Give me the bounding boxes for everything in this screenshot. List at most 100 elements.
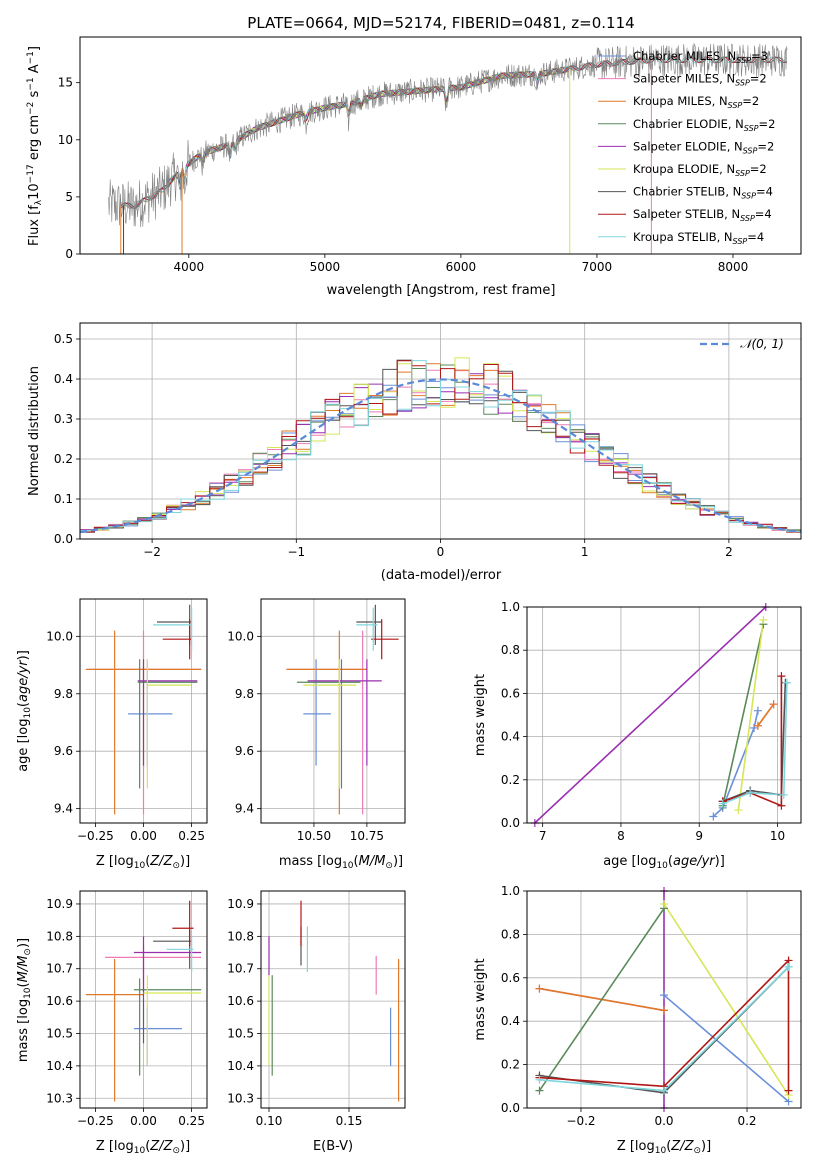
weight-vs-Z-xlabel: Z [log10(Z/Z⊙)] [617, 1139, 711, 1156]
weight-line-kroupa-elodie [737, 619, 765, 811]
x-tick-label: −0.2 [566, 1114, 595, 1128]
weight-marker [660, 900, 668, 909]
weight_vs_Z-axes: −0.2 0.0 0.2 0.0 0.2 0.4 0.6 0.8 1.0 [501, 884, 802, 1128]
weight-marker [535, 1086, 544, 1095]
legend-label: Kroupa STELIB, NSSP=4 [633, 230, 764, 246]
y-tick-label: 1.0 [501, 884, 520, 898]
x-tick-label: −2 [143, 545, 161, 559]
y-tick-label: 9.4 [54, 802, 73, 816]
x-tick-label: 10.75 [350, 829, 384, 843]
weight-marker [535, 1075, 544, 1084]
weight-line-salpeter-stelib [722, 676, 783, 807]
weight-marker [660, 991, 668, 1000]
x-tick-label: 7 [539, 829, 547, 843]
y-tick-label: 0.2 [501, 773, 520, 787]
x-tick-label: 9 [695, 829, 703, 843]
residuals-ylabel: Normed distribution [27, 366, 42, 496]
weight-marker [777, 672, 786, 681]
axes-frame [79, 322, 802, 540]
spectrum-model-salpeter-miles [120, 57, 652, 210]
spectrum-model-kroupa-elodie [168, 67, 569, 186]
spectrum-data [108, 42, 788, 228]
axes-frame [526, 890, 802, 1109]
weight-line-chabrier-miles [663, 994, 790, 1103]
x-tick-label: 0.10 [256, 1114, 283, 1128]
weight-marker [753, 721, 762, 730]
weight-marker [709, 812, 718, 821]
y-tick-label: 5 [65, 190, 73, 204]
y-tick-label: 9.8 [54, 687, 73, 701]
legend-label: Salpeter STELIB, NSSP=4 [633, 207, 772, 223]
age-vs-mass-xlabel: mass [log10(M/M⊙)] [279, 854, 403, 871]
figure-title: PLATE=0664, MJD=52174, FIBERID=0481, z=0… [247, 14, 634, 32]
spectrum-plot-area [108, 42, 788, 254]
legend-label: Chabrier ELODIE, NSSP=2 [633, 117, 775, 133]
age_vs_Z-axes: −0.25 0.00 0.25 9.4 9.6 9.8 10.0 [46, 598, 208, 843]
spectrum-model-kroupa-miles [120, 56, 652, 210]
x-tick-label: 4000 [174, 260, 205, 274]
mass-vs-Z-ylabel: mass [log10(M/M⊙)] [16, 938, 33, 1062]
x-tick-label: 0.2 [737, 1114, 756, 1128]
weight-line-kroupa-miles [757, 703, 775, 727]
weight-line-chabrier-stelib [722, 682, 787, 803]
x-tick-label: 0.25 [178, 1114, 205, 1128]
age-vs-Z-xlabel: Z [log10(Z/Z⊙)] [96, 854, 190, 871]
y-tick-label: 0.0 [54, 532, 73, 546]
x-tick-label: −0.25 [77, 1114, 114, 1128]
y-tick-label: 9.6 [235, 744, 254, 758]
x-tick-label: 8 [617, 829, 625, 843]
weight-marker [660, 1086, 668, 1095]
weight-marker [753, 706, 762, 715]
y-tick-label: 10.0 [227, 629, 254, 643]
weight-marker [535, 984, 544, 993]
y-tick-label: 0.2 [54, 452, 73, 466]
mass_vs_Z-axes: −0.25 0.00 0.25 10.3 10.4 10.5 10.6 10.7 10.8 10.… [46, 890, 208, 1128]
legend-label: Chabrier MILES, NSSP=3 [633, 49, 768, 65]
y-tick-label: 0.8 [501, 927, 520, 941]
y-tick-label: 0 [65, 247, 73, 261]
y-tick-label: 0.1 [54, 492, 73, 506]
weight-marker [734, 806, 743, 815]
age_vs_Z-plot-area [80, 599, 207, 823]
x-tick-label: 7000 [582, 260, 613, 274]
residuals-axes: −2 −1 0 1 2 0.0 0.1 0.2 0.3 0.4 0.5 [54, 322, 802, 559]
weight_vs_Z-plot-area [527, 891, 801, 1108]
spectrum-axes: 4000 5000 6000 7000 8000 0 5 10 15 [58, 36, 802, 274]
y-tick-label: 0.4 [501, 730, 520, 744]
weight-marker [769, 700, 778, 709]
x-tick-label: 10 [770, 829, 785, 843]
normal-curve [80, 378, 801, 534]
axes-frame [79, 598, 208, 824]
y-tick-label: 0.4 [501, 1014, 520, 1028]
weight-marker [746, 788, 755, 797]
weight-vs-age-xlabel: age [log10(age/yr)] [603, 854, 725, 871]
y-tick-label: 1.0 [501, 600, 520, 614]
axes-frame [526, 606, 802, 824]
weight-marker [784, 1086, 793, 1095]
weight-marker [660, 1006, 668, 1015]
y-tick-label: 9.4 [235, 802, 254, 816]
spectrum-legend: Chabrier MILES, NSSP=3 Salpeter MILES, NS… [598, 49, 775, 246]
axes-frame [260, 598, 406, 824]
y-tick-label: 15 [58, 76, 73, 90]
y-tick-label: 9.6 [54, 744, 73, 758]
weight-marker [779, 790, 788, 799]
y-tick-label: 10.3 [46, 1091, 73, 1105]
y-tick-label: 10.5 [46, 1027, 73, 1041]
age-vs-Z-ylabel: age [log10(age/yr)] [16, 650, 33, 772]
legend-label: Kroupa MILES, NSSP=2 [633, 94, 759, 110]
y-tick-label: 10.9 [227, 897, 254, 911]
legend-label-normal: 𝒩(0, 1) [740, 337, 784, 351]
x-tick-label: 0.15 [336, 1114, 363, 1128]
y-tick-label: 0.8 [501, 643, 520, 657]
y-tick-label: 10.5 [227, 1027, 254, 1041]
mass_vs_ebv-plot-area [261, 891, 405, 1108]
y-tick-label: 10 [58, 133, 73, 147]
spectrum-xlabel: wavelength [Angstrom, rest frame] [327, 283, 556, 298]
y-tick-label: 0.3 [54, 412, 73, 426]
weight-marker [784, 962, 793, 971]
y-tick-label: 0.6 [501, 686, 520, 700]
spectrum-model-chabrier-miles [120, 57, 652, 209]
y-tick-label: 0.0 [501, 816, 520, 830]
y-tick-label: 10.7 [46, 962, 73, 976]
